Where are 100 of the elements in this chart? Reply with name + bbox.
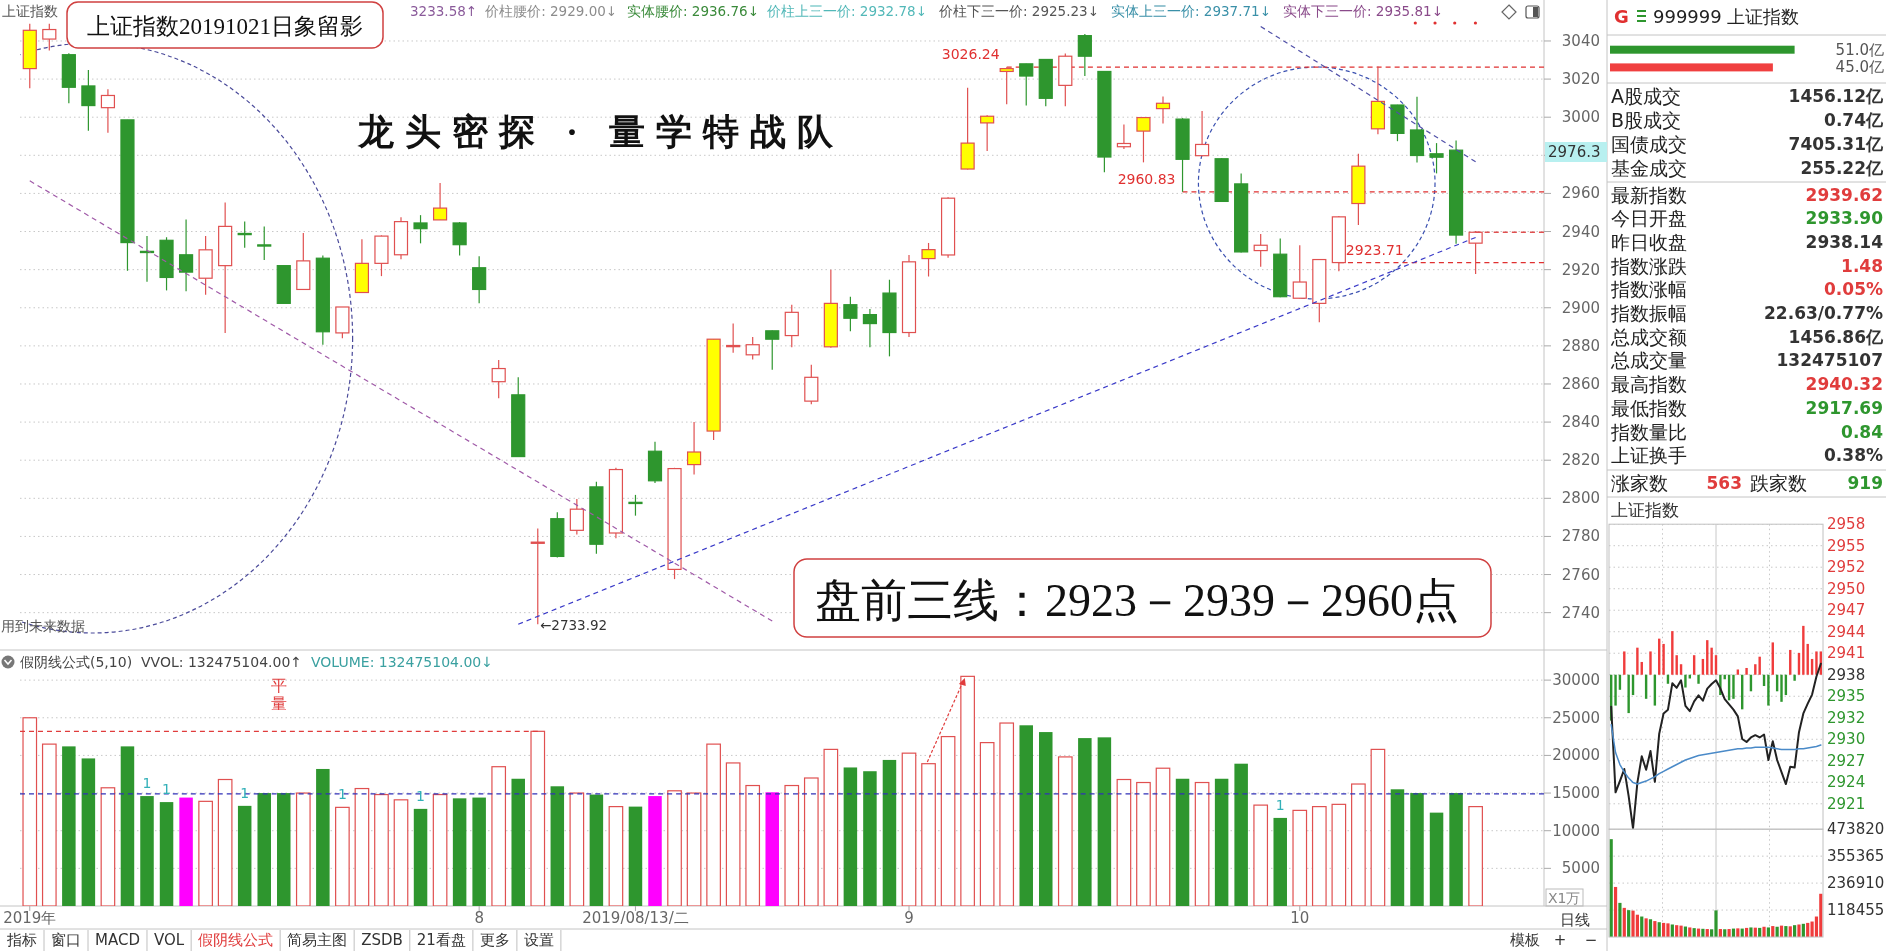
- candlestick: [1136, 116, 1151, 163]
- candlestick: [1253, 233, 1268, 268]
- bar: [1810, 921, 1814, 937]
- chart-title: 上证指数: [1611, 500, 1679, 520]
- candlestick: [178, 218, 194, 292]
- text: 0.84: [1841, 421, 1884, 442]
- y-tick-label: 20000: [1552, 746, 1600, 765]
- text: 今日开盘: [1611, 207, 1687, 230]
- bar: [1666, 923, 1670, 937]
- text: ZSDB: [361, 931, 403, 949]
- annotation: VOLUME: 132475104.00↓: [311, 654, 493, 670]
- bar: [901, 752, 917, 906]
- bar: [1684, 674, 1687, 688]
- bar: [100, 787, 116, 906]
- text: 最低指数: [1611, 396, 1687, 419]
- y-tick-label: 2958: [1827, 515, 1866, 534]
- bar: [1627, 674, 1630, 714]
- y-tick-label: 3000: [1561, 108, 1600, 127]
- bar: [295, 792, 311, 906]
- bar: [628, 806, 643, 906]
- text: 上证换手: [1611, 444, 1687, 467]
- candlestick: [42, 23, 57, 52]
- text: 日线: [1560, 911, 1590, 929]
- candlestick: [257, 225, 272, 261]
- bar: [1449, 793, 1463, 906]
- text: MACD: [95, 931, 140, 949]
- bar: [1273, 817, 1287, 906]
- candlestick: [100, 88, 116, 134]
- y-tick-label: 2940: [1561, 222, 1600, 241]
- y-tick-label: 2780: [1561, 527, 1600, 546]
- text: 0.05%: [1824, 279, 1883, 300]
- bar: [960, 675, 975, 906]
- bar: [1618, 902, 1622, 937]
- candlestick: [804, 364, 819, 405]
- text: 1456.12亿: [1788, 85, 1884, 106]
- bar: [1136, 781, 1151, 906]
- y-tick-label: 473820: [1827, 820, 1885, 839]
- y-tick-label: 2920: [1561, 260, 1600, 279]
- bar: [374, 793, 389, 906]
- candlestick: [921, 242, 936, 278]
- text: 2976.3: [1548, 143, 1601, 161]
- bar: [1410, 793, 1424, 906]
- text: 龙头密探 · 量学特战队: [357, 112, 845, 152]
- annotation: 1: [142, 775, 152, 792]
- candlestick: [999, 66, 1014, 105]
- bar: [940, 735, 956, 906]
- candlestick: [569, 498, 584, 536]
- y-tick-label: 2960: [1561, 184, 1600, 203]
- bar: [81, 758, 96, 906]
- text: 指数量比: [1610, 420, 1687, 443]
- text: 2917.69: [1805, 397, 1883, 418]
- text: G: [1614, 5, 1629, 27]
- bar: [41, 743, 57, 906]
- bar: [1732, 674, 1735, 699]
- candlestick: [1468, 230, 1483, 275]
- bar: [1078, 738, 1092, 906]
- bar: [1253, 804, 1269, 906]
- candlestick: [980, 114, 995, 152]
- bar: [277, 793, 291, 906]
- annotation: 价柱下三一价: 2925.23↓: [938, 3, 1099, 19]
- text: 255.22亿: [1800, 157, 1884, 178]
- text: 最高指数: [1611, 373, 1687, 396]
- y-tick-label: 2840: [1561, 413, 1600, 432]
- annotation: 1: [416, 787, 425, 804]
- bar: [1039, 732, 1053, 906]
- candlestick: [1429, 142, 1444, 175]
- candlestick: [452, 221, 467, 257]
- text: 上证指数20191021日象留影: [87, 13, 363, 39]
- bar: [1819, 893, 1823, 937]
- bar: [120, 746, 135, 906]
- text: 2938.14: [1805, 231, 1884, 252]
- y-tick-label: 2760: [1561, 565, 1600, 584]
- text: 0.74亿: [1824, 109, 1884, 130]
- text: 21看盘: [416, 931, 466, 949]
- candlestick: [745, 336, 760, 360]
- bar: [1636, 647, 1639, 675]
- bar: [667, 790, 682, 906]
- bar: [413, 808, 428, 906]
- bar: [1194, 781, 1210, 906]
- ref-line-label: 平量: [270, 675, 287, 713]
- x-tick-label: 8: [474, 909, 484, 927]
- x-tick-label: 2019年: [3, 909, 57, 927]
- annotation: 价柱腰价: 2929.00↓: [484, 3, 618, 19]
- y-tick-label: 25000: [1552, 708, 1600, 727]
- y-tick-label: 2938: [1827, 665, 1866, 684]
- bar: [921, 763, 936, 906]
- candlestick: [432, 182, 448, 221]
- y-tick-label: 2921: [1827, 794, 1866, 813]
- text: 昨日收盘: [1611, 230, 1687, 253]
- bar: [335, 806, 350, 906]
- y-axis-title: X1万: [1548, 889, 1581, 906]
- text: 0.38%: [1824, 445, 1883, 466]
- chart-title: 假阴线公式(5,10): [20, 654, 133, 670]
- candlestick: [1077, 33, 1092, 77]
- text: 窗口: [51, 931, 81, 949]
- candlestick: [843, 296, 858, 332]
- text: 563: [1706, 473, 1742, 494]
- text: 更多: [479, 931, 510, 949]
- data-label: 45.0亿: [1835, 58, 1884, 77]
- bar: [1780, 674, 1783, 702]
